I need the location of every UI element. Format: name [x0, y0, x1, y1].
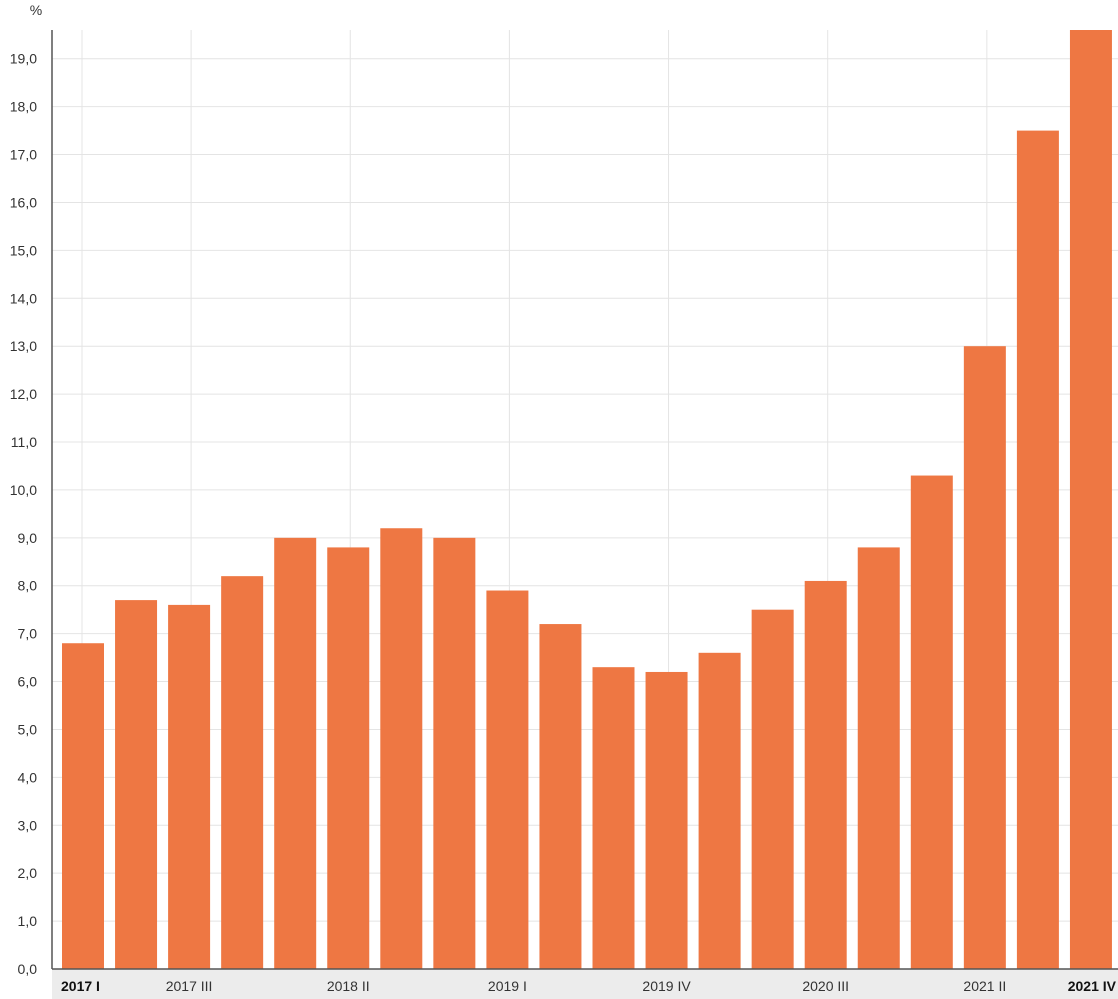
y-tick-label: 6,0 — [18, 674, 38, 690]
y-tick-label: 17,0 — [10, 147, 37, 163]
bar — [115, 600, 158, 969]
x-axis-band — [52, 969, 1118, 999]
bar — [62, 643, 104, 969]
x-tick-label: 2019 IV — [642, 978, 691, 994]
y-tick-label: 8,0 — [18, 578, 38, 594]
grid-lines — [52, 30, 1118, 969]
bar — [168, 604, 211, 969]
y-tick-label: 16,0 — [10, 194, 37, 210]
y-tick-label: 2,0 — [18, 865, 38, 881]
x-tick-label: 2019 I — [488, 978, 527, 994]
bar — [327, 547, 370, 969]
y-tick-label: 15,0 — [10, 242, 37, 258]
x-tick-label: 2017 III — [166, 978, 213, 994]
x-tick-label: 2017 I — [61, 978, 100, 994]
bar — [751, 609, 794, 969]
y-tick-label: 1,0 — [18, 913, 38, 929]
y-tick-label: 7,0 — [18, 626, 38, 642]
bar — [698, 652, 741, 969]
y-tick-labels: 0,0 1,0 2,0 3,0 4,0 5,0 6,0 7,0 8,0 9,0 10,0 11,0 12… — [10, 51, 37, 977]
bar — [1069, 30, 1112, 969]
bar — [1016, 130, 1059, 969]
bar — [645, 671, 688, 969]
x-tick-label: 2021 II — [963, 978, 1006, 994]
y-tick-label: 9,0 — [18, 530, 38, 546]
bar — [804, 580, 847, 969]
y-tick-label: 5,0 — [18, 721, 38, 737]
bar — [486, 590, 529, 969]
y-tick-label: 13,0 — [10, 338, 37, 354]
y-tick-label: 19,0 — [10, 51, 37, 67]
bar — [274, 537, 317, 969]
bar — [380, 528, 423, 969]
x-tick-label: 2020 III — [802, 978, 849, 994]
bars — [62, 30, 1112, 970]
y-tick-label: 0,0 — [18, 961, 38, 977]
y-tick-label: 11,0 — [11, 434, 37, 450]
bar — [539, 624, 582, 969]
x-tick-label: 2021 IV — [1068, 978, 1117, 994]
bar — [221, 576, 264, 969]
bar — [910, 475, 953, 969]
bar — [433, 537, 476, 969]
bar — [857, 547, 900, 969]
y-tick-label: 12,0 — [10, 386, 37, 402]
y-tick-label: 18,0 — [10, 99, 37, 115]
y-tick-label: 14,0 — [10, 290, 37, 306]
x-tick-labels: 2017 I 2017 III 2018 II 2019 I 2019 IV 2020 I… — [61, 978, 1117, 994]
y-tick-label: 10,0 — [10, 482, 37, 498]
y-axis-unit-label: % — [30, 2, 42, 18]
bar — [963, 346, 1006, 970]
y-tick-label: 3,0 — [18, 817, 38, 833]
bar — [592, 667, 635, 969]
y-tick-label: 4,0 — [18, 769, 38, 785]
x-tick-label: 2018 II — [327, 978, 370, 994]
